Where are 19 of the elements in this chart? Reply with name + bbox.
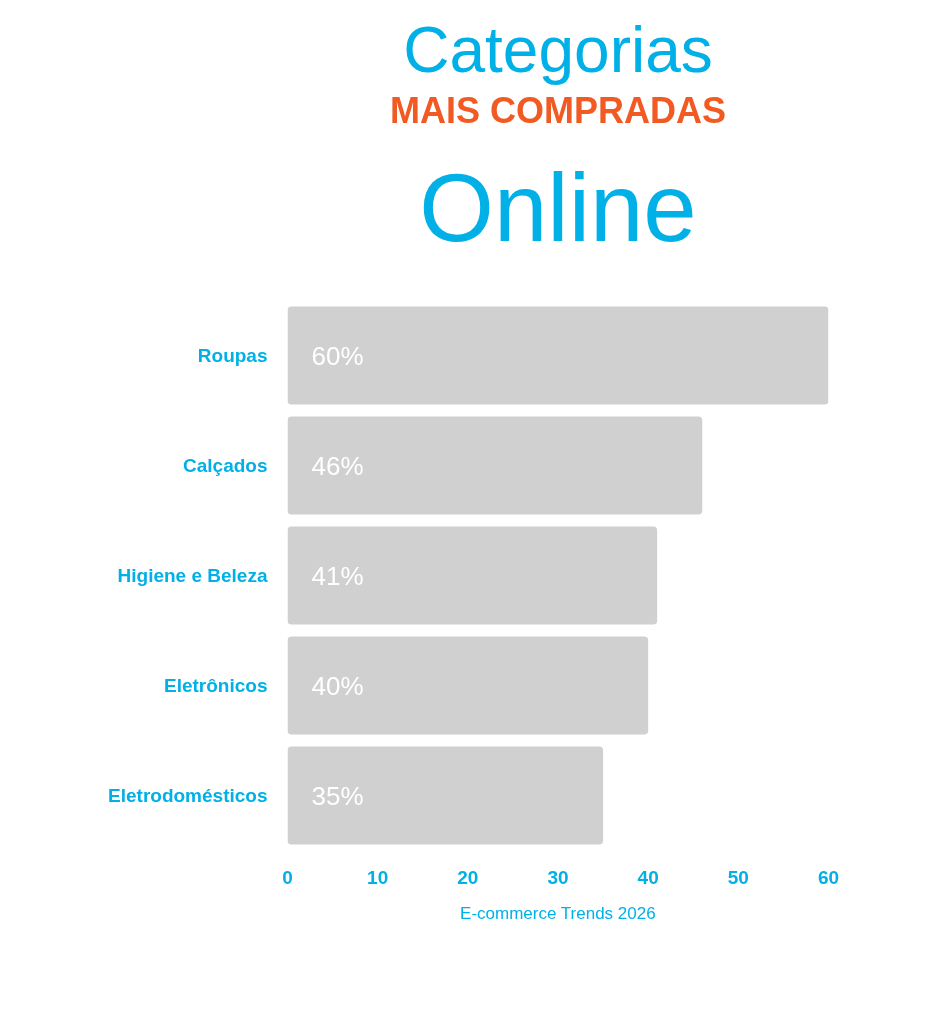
- x-tick-label: 20: [457, 866, 479, 888]
- y-tick-label: Eletrônicos: [164, 675, 268, 696]
- y-tick-label: Eletrodomésticos: [108, 785, 268, 806]
- chart-title: Categorias MAIS COMPRADAS Online: [390, 13, 727, 261]
- x-tick-label: 0: [282, 866, 293, 888]
- bar: [287, 416, 703, 515]
- bar: [287, 746, 604, 845]
- y-tick-label: Higiene e Beleza: [117, 565, 268, 586]
- bar: [287, 526, 658, 625]
- x-tick-label: 60: [817, 866, 840, 888]
- bar: [287, 636, 649, 735]
- y-tick-label: Calçados: [183, 455, 268, 476]
- y-tick-label: Roupas: [197, 345, 268, 366]
- bar: [287, 306, 829, 405]
- x-tick-label: 10: [367, 866, 389, 888]
- x-tick-label: 40: [637, 866, 659, 888]
- text: E-commerce Trends 2026: [460, 903, 656, 923]
- x-tick-label: 30: [547, 866, 569, 888]
- x-tick-label: 50: [727, 866, 749, 888]
